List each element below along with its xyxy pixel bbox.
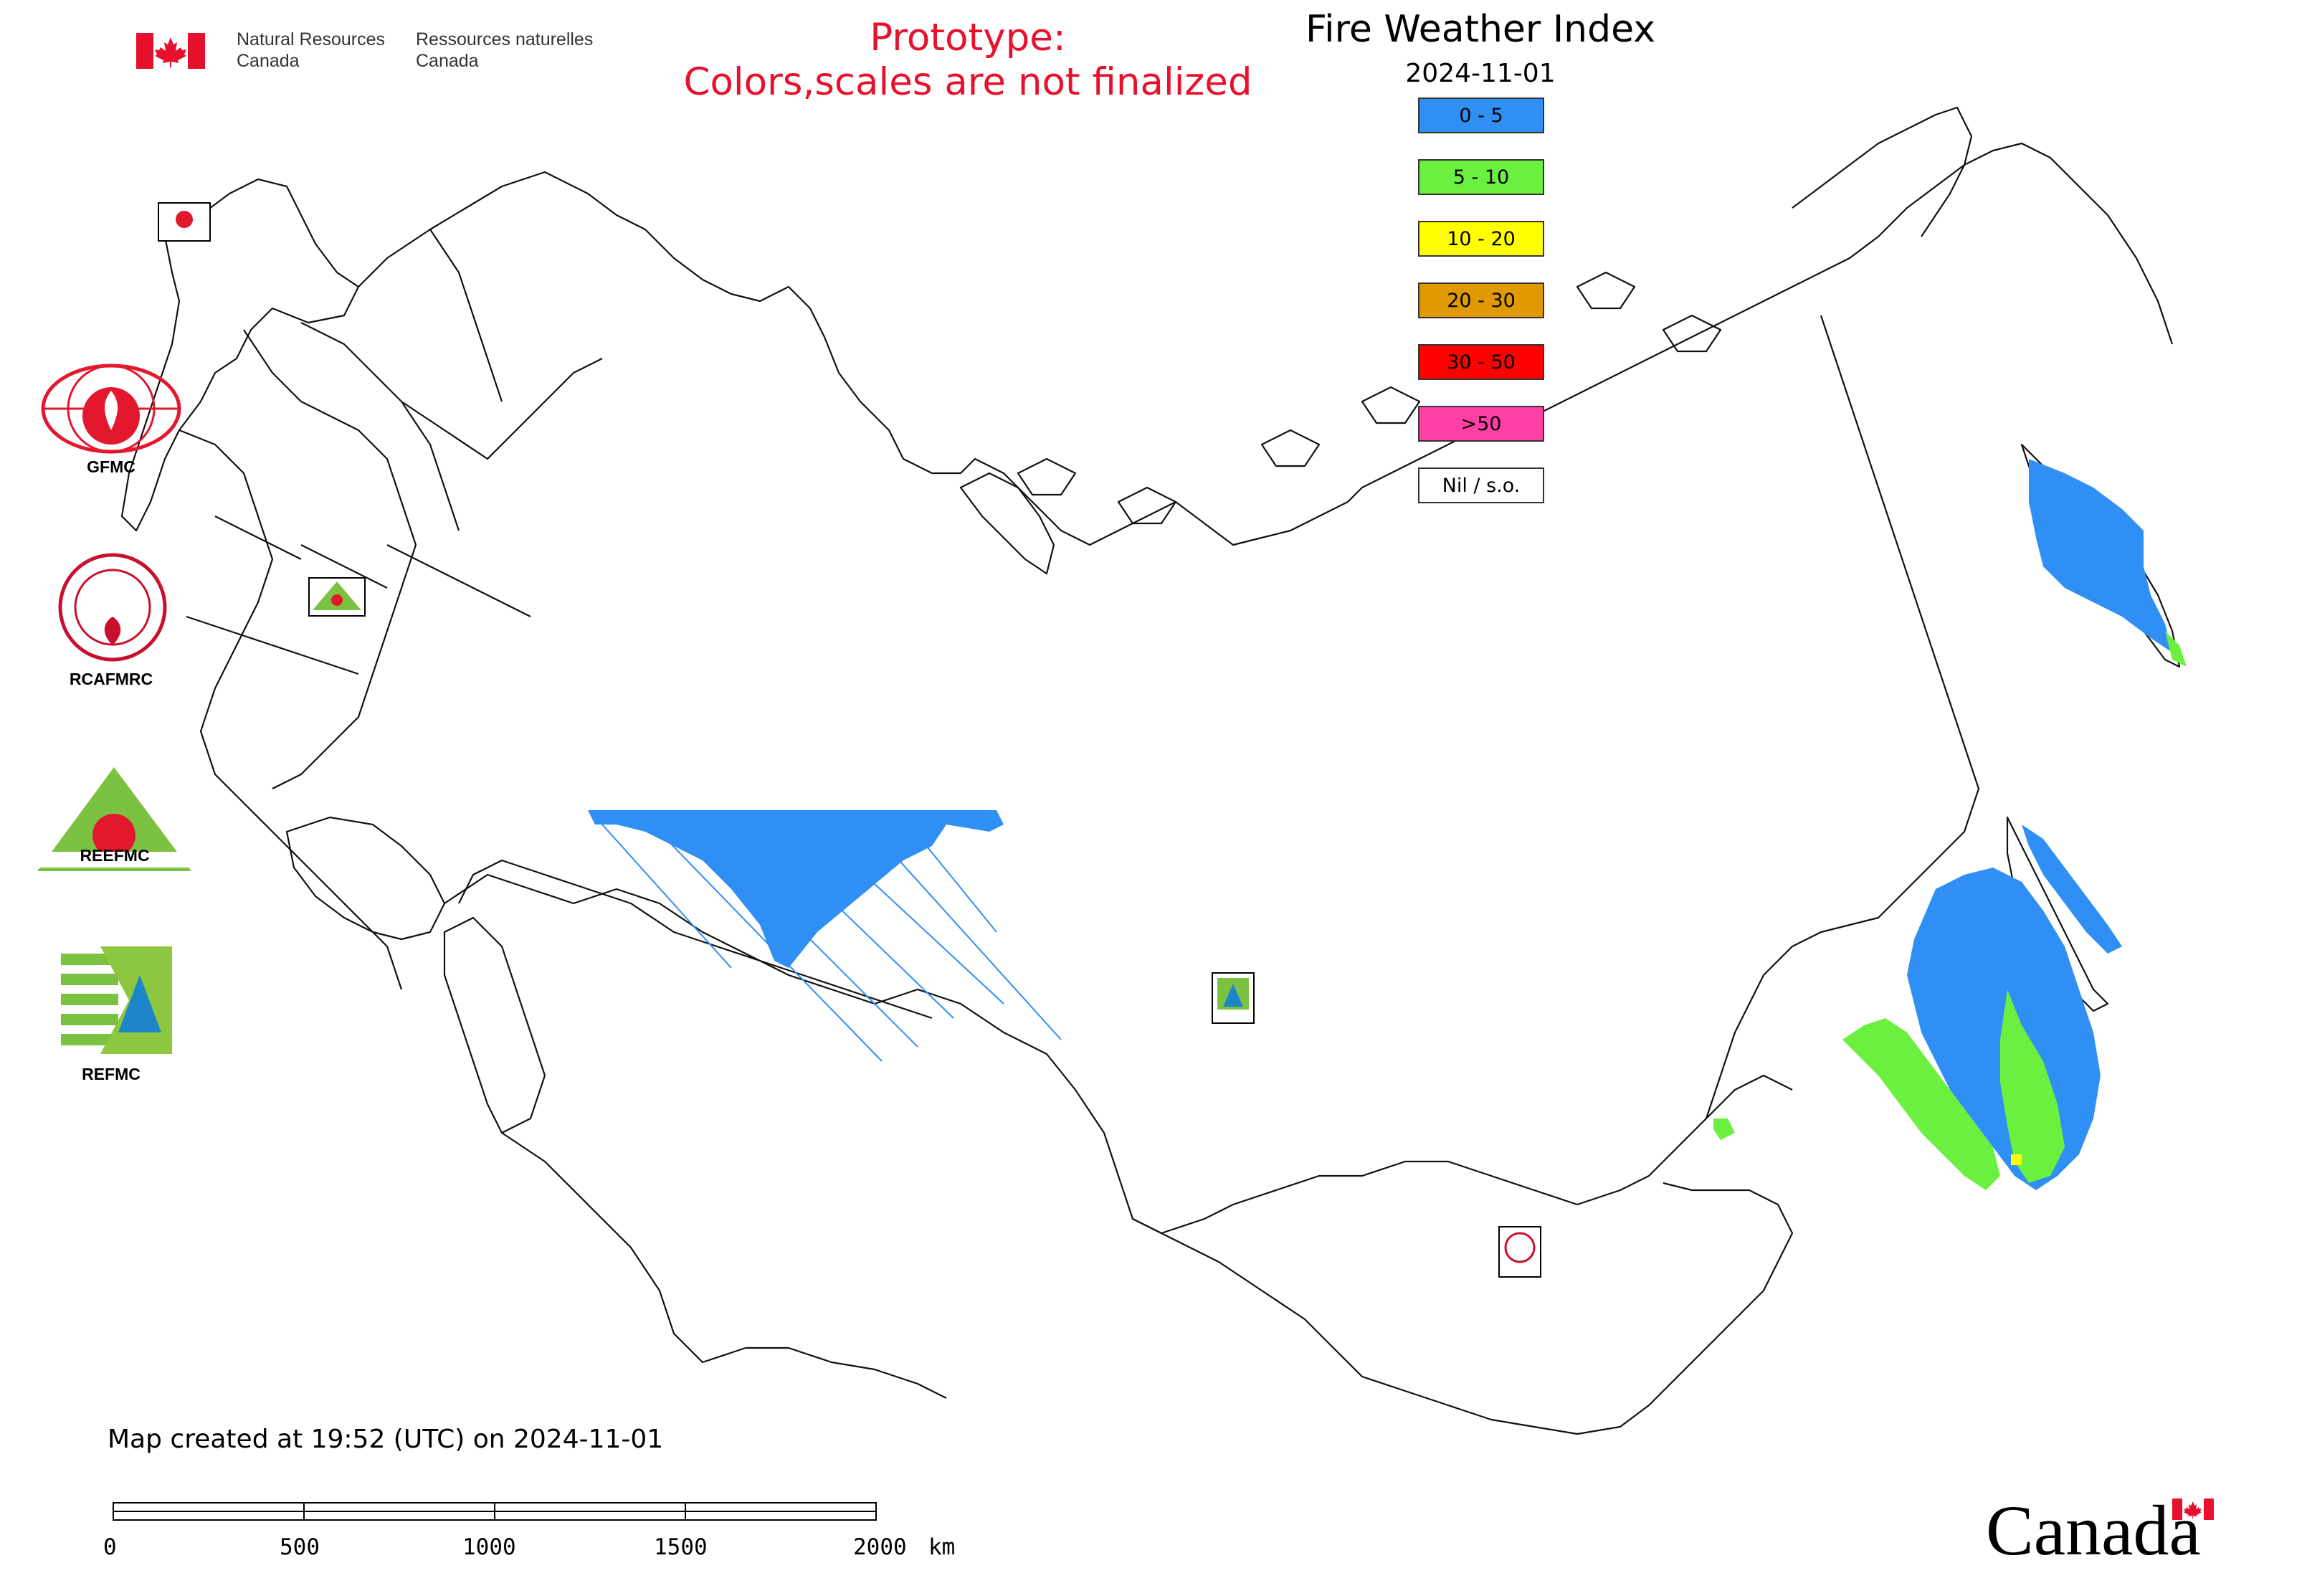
caspian-outline <box>443 916 546 1134</box>
rcafmrc-logo-icon <box>58 553 167 662</box>
legend-item-5-10: 5 - 10 <box>1418 159 1544 195</box>
siberia-streaks <box>601 817 1062 1062</box>
legend-item-30-50: 30 - 50 <box>1418 344 1544 380</box>
legend-item-10-20: 10 - 20 <box>1418 221 1544 257</box>
scale-tick-0: 0 <box>103 1534 117 1560</box>
department-en-line2: Canada <box>237 51 300 71</box>
prototype-line2: Colors,scales are not finalized <box>683 60 1252 104</box>
scale-tick-1500: 1500 <box>654 1534 708 1560</box>
department-fr-line1: Ressources naturelles <box>416 29 594 49</box>
scale-bar <box>113 1502 877 1521</box>
department-name-fr: Ressources naturelles Canada <box>416 29 593 72</box>
fwi-coverage-siberia <box>588 810 1062 1062</box>
canada-wordmark-flag-icon <box>2172 1498 2214 1520</box>
northern-coast-outline <box>358 142 2174 546</box>
department-en-line1: Natural Resources <box>237 29 386 49</box>
rcafmrc-station-marker-icon <box>1498 1226 1541 1278</box>
map-date: 2024-11-01 <box>1405 59 1556 88</box>
kazakhstan-border <box>458 859 933 1020</box>
gfmc-station-marker-icon <box>158 202 211 242</box>
chukotka-outline <box>1792 106 1973 237</box>
refmc-label: REFMC <box>82 1065 141 1083</box>
legend-item-20-30: 20 - 30 <box>1418 282 1544 318</box>
gfmc-logo-icon <box>41 364 181 454</box>
map-created-note: Map created at 19:52 (UTC) on 2024-11-01 <box>108 1425 664 1454</box>
scale-unit: km <box>928 1534 956 1560</box>
mongolia-outline <box>1132 1182 1794 1435</box>
fwi-coverage-far-east <box>1713 825 2122 1190</box>
refmc-station-marker-icon <box>1212 972 1255 1024</box>
scale-tick-500: 500 <box>280 1534 320 1560</box>
reefmc-station-marker-icon <box>308 577 366 617</box>
legend-item-nil: Nil / s.o. <box>1418 467 1544 503</box>
map-title: Fire Weather Index <box>1305 8 1655 51</box>
south-asia-border <box>501 1132 947 1399</box>
prototype-line1: Prototype: <box>870 16 1066 60</box>
country-boundaries <box>120 106 2181 1435</box>
refmc-logo-icon <box>61 946 172 1054</box>
scale-tick-2000: 2000 <box>853 1534 907 1560</box>
rcafmrc-label: RCAFMRC <box>69 670 153 688</box>
gfmc-label: GFMC <box>87 457 135 476</box>
canada-flag-icon <box>136 33 205 69</box>
internal-region-borders <box>214 516 531 617</box>
department-fr-line2: Canada <box>416 51 479 71</box>
island-outline <box>959 472 1055 575</box>
central-asia-border <box>444 873 1793 1235</box>
government-signature: Natural Resources Canada Ressources natu… <box>136 29 602 79</box>
europe-borders <box>179 329 417 990</box>
canada-wordmark: Canada <box>1986 1491 2201 1570</box>
europe-borders-2 <box>186 229 603 675</box>
prototype-note: Prototype: Colors,scales are not finaliz… <box>645 16 1290 105</box>
fwi-coverage-kamchatka <box>2029 459 2187 667</box>
scale-tick-1000: 1000 <box>462 1534 516 1560</box>
legend-item-over-50: >50 <box>1418 406 1544 442</box>
legend-item-0-5: 0 - 5 <box>1418 98 1544 133</box>
department-name-en: Natural Resources Canada <box>237 29 385 72</box>
reefmc-logo-icon <box>37 767 191 871</box>
arctic-islands <box>1017 271 1722 525</box>
black-sea-outline <box>285 816 446 941</box>
reefmc-label: REEFMC <box>80 846 150 865</box>
far-east-coast <box>1705 315 1980 1119</box>
